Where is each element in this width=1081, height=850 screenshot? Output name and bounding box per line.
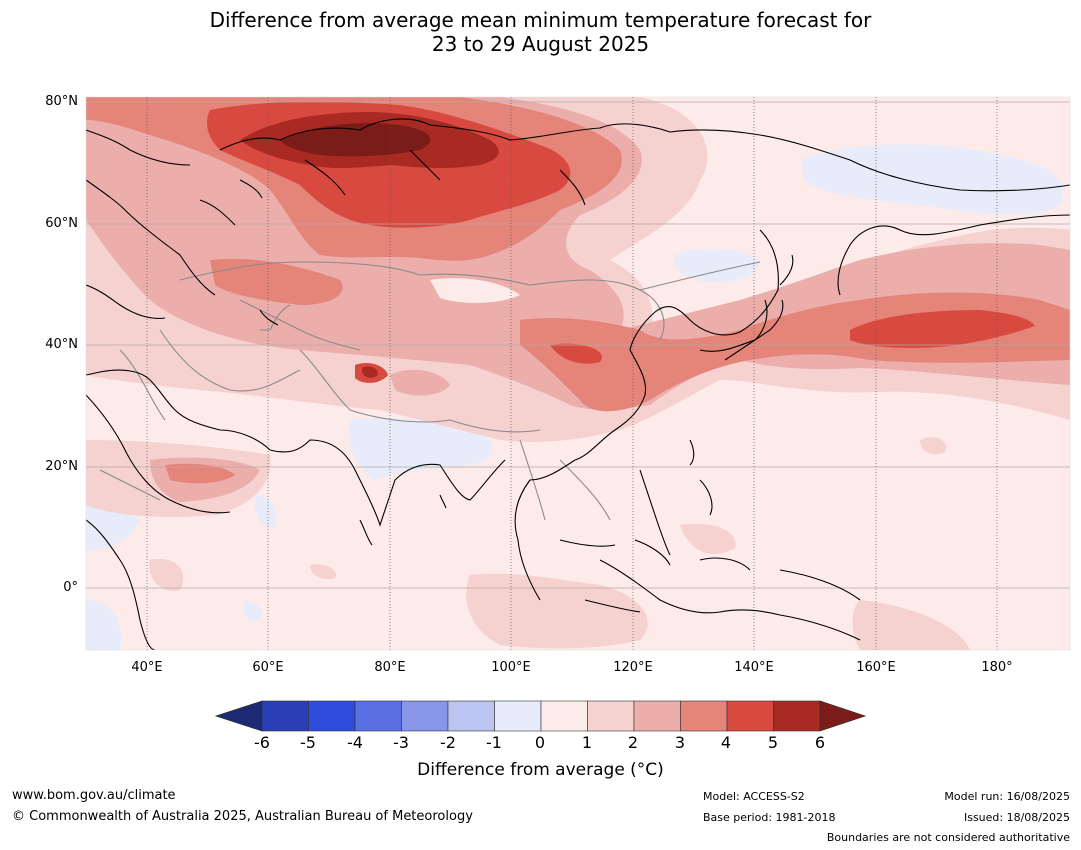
footer-issued: Issued: 18/08/2025 xyxy=(963,811,1070,824)
colorbar-cells xyxy=(261,700,821,732)
colorbar xyxy=(214,700,867,732)
footer-model-run: Model run: 16/08/2025 xyxy=(944,790,1070,803)
lat-label-0: 0° xyxy=(63,580,78,595)
lon-label-120e: 120°E xyxy=(613,660,653,675)
colorbar-tick: -6 xyxy=(254,733,270,752)
colorbar-extend-low xyxy=(214,700,263,732)
lon-label-140e: 140°E xyxy=(734,660,774,675)
colorbar-tick: -3 xyxy=(393,733,409,752)
colorbar-cell xyxy=(540,700,588,732)
anomaly-band-above-6 xyxy=(280,123,431,157)
footer-base-period: Base period: 1981-2018 xyxy=(703,811,836,824)
colorbar-tick: -2 xyxy=(440,733,456,752)
coastlines xyxy=(86,118,1070,650)
map-frame xyxy=(85,96,1071,651)
footer-model: Model: ACCESS-S2 xyxy=(703,790,805,803)
colorbar-tick: 6 xyxy=(814,733,826,752)
colorbar-cell xyxy=(494,700,542,732)
colorbar-tick: 5 xyxy=(767,733,779,752)
colorbar-tick: -4 xyxy=(347,733,363,752)
colorbar-cell xyxy=(308,700,356,732)
title-line-1: Difference from average mean minimum tem… xyxy=(209,8,872,32)
colorbar-cell xyxy=(447,700,495,732)
colorbar-tick: 1 xyxy=(581,733,593,752)
lon-label-60e: 60°E xyxy=(252,660,284,675)
lat-label-80n: 80°N xyxy=(45,94,78,109)
country-borders xyxy=(99,261,761,521)
colorbar-cell xyxy=(680,700,728,732)
lon-label-80e: 80°E xyxy=(374,660,406,675)
islands xyxy=(439,254,861,613)
lon-label-40e: 40°E xyxy=(131,660,163,675)
colorbar-tick: -5 xyxy=(300,733,316,752)
colorbar-cell xyxy=(633,700,681,732)
colorbar-tick: -1 xyxy=(486,733,502,752)
map-title: Difference from average mean minimum tem… xyxy=(0,8,1081,56)
colorbar-tick: 2 xyxy=(627,733,639,752)
colorbar-cell xyxy=(726,700,774,732)
lon-label-180: 180° xyxy=(981,660,1013,675)
longitude-gridlines xyxy=(146,97,998,650)
colorbar-cell xyxy=(773,700,821,732)
colorbar-tick: 0 xyxy=(534,733,546,752)
colorbar-extend-high xyxy=(819,700,867,732)
colorbar-tick: 4 xyxy=(720,733,732,752)
footer-disclaimer: Boundaries are not considered authoritat… xyxy=(826,831,1070,844)
lat-label-60n: 60°N xyxy=(45,216,78,231)
colorbar-cell xyxy=(354,700,402,732)
colorbar-tick: 3 xyxy=(674,733,686,752)
colorbar-cell xyxy=(401,700,449,732)
latitude-gridlines xyxy=(86,101,1070,589)
lat-label-40n: 40°N xyxy=(45,337,78,352)
map-plot-area xyxy=(86,97,1070,650)
colorbar-cell xyxy=(261,700,309,732)
colorbar-title: Difference from average (°C) xyxy=(417,760,664,780)
lat-label-20n: 20°N xyxy=(45,459,78,474)
footer-copyright: © Commonwealth of Australia 2025, Austra… xyxy=(12,809,473,824)
title-line-2: 23 to 29 August 2025 xyxy=(431,32,650,56)
footer-url: www.bom.gov.au/climate xyxy=(12,788,176,803)
colorbar-cell xyxy=(587,700,635,732)
lon-label-100e: 100°E xyxy=(491,660,531,675)
lon-label-160e: 160°E xyxy=(856,660,896,675)
